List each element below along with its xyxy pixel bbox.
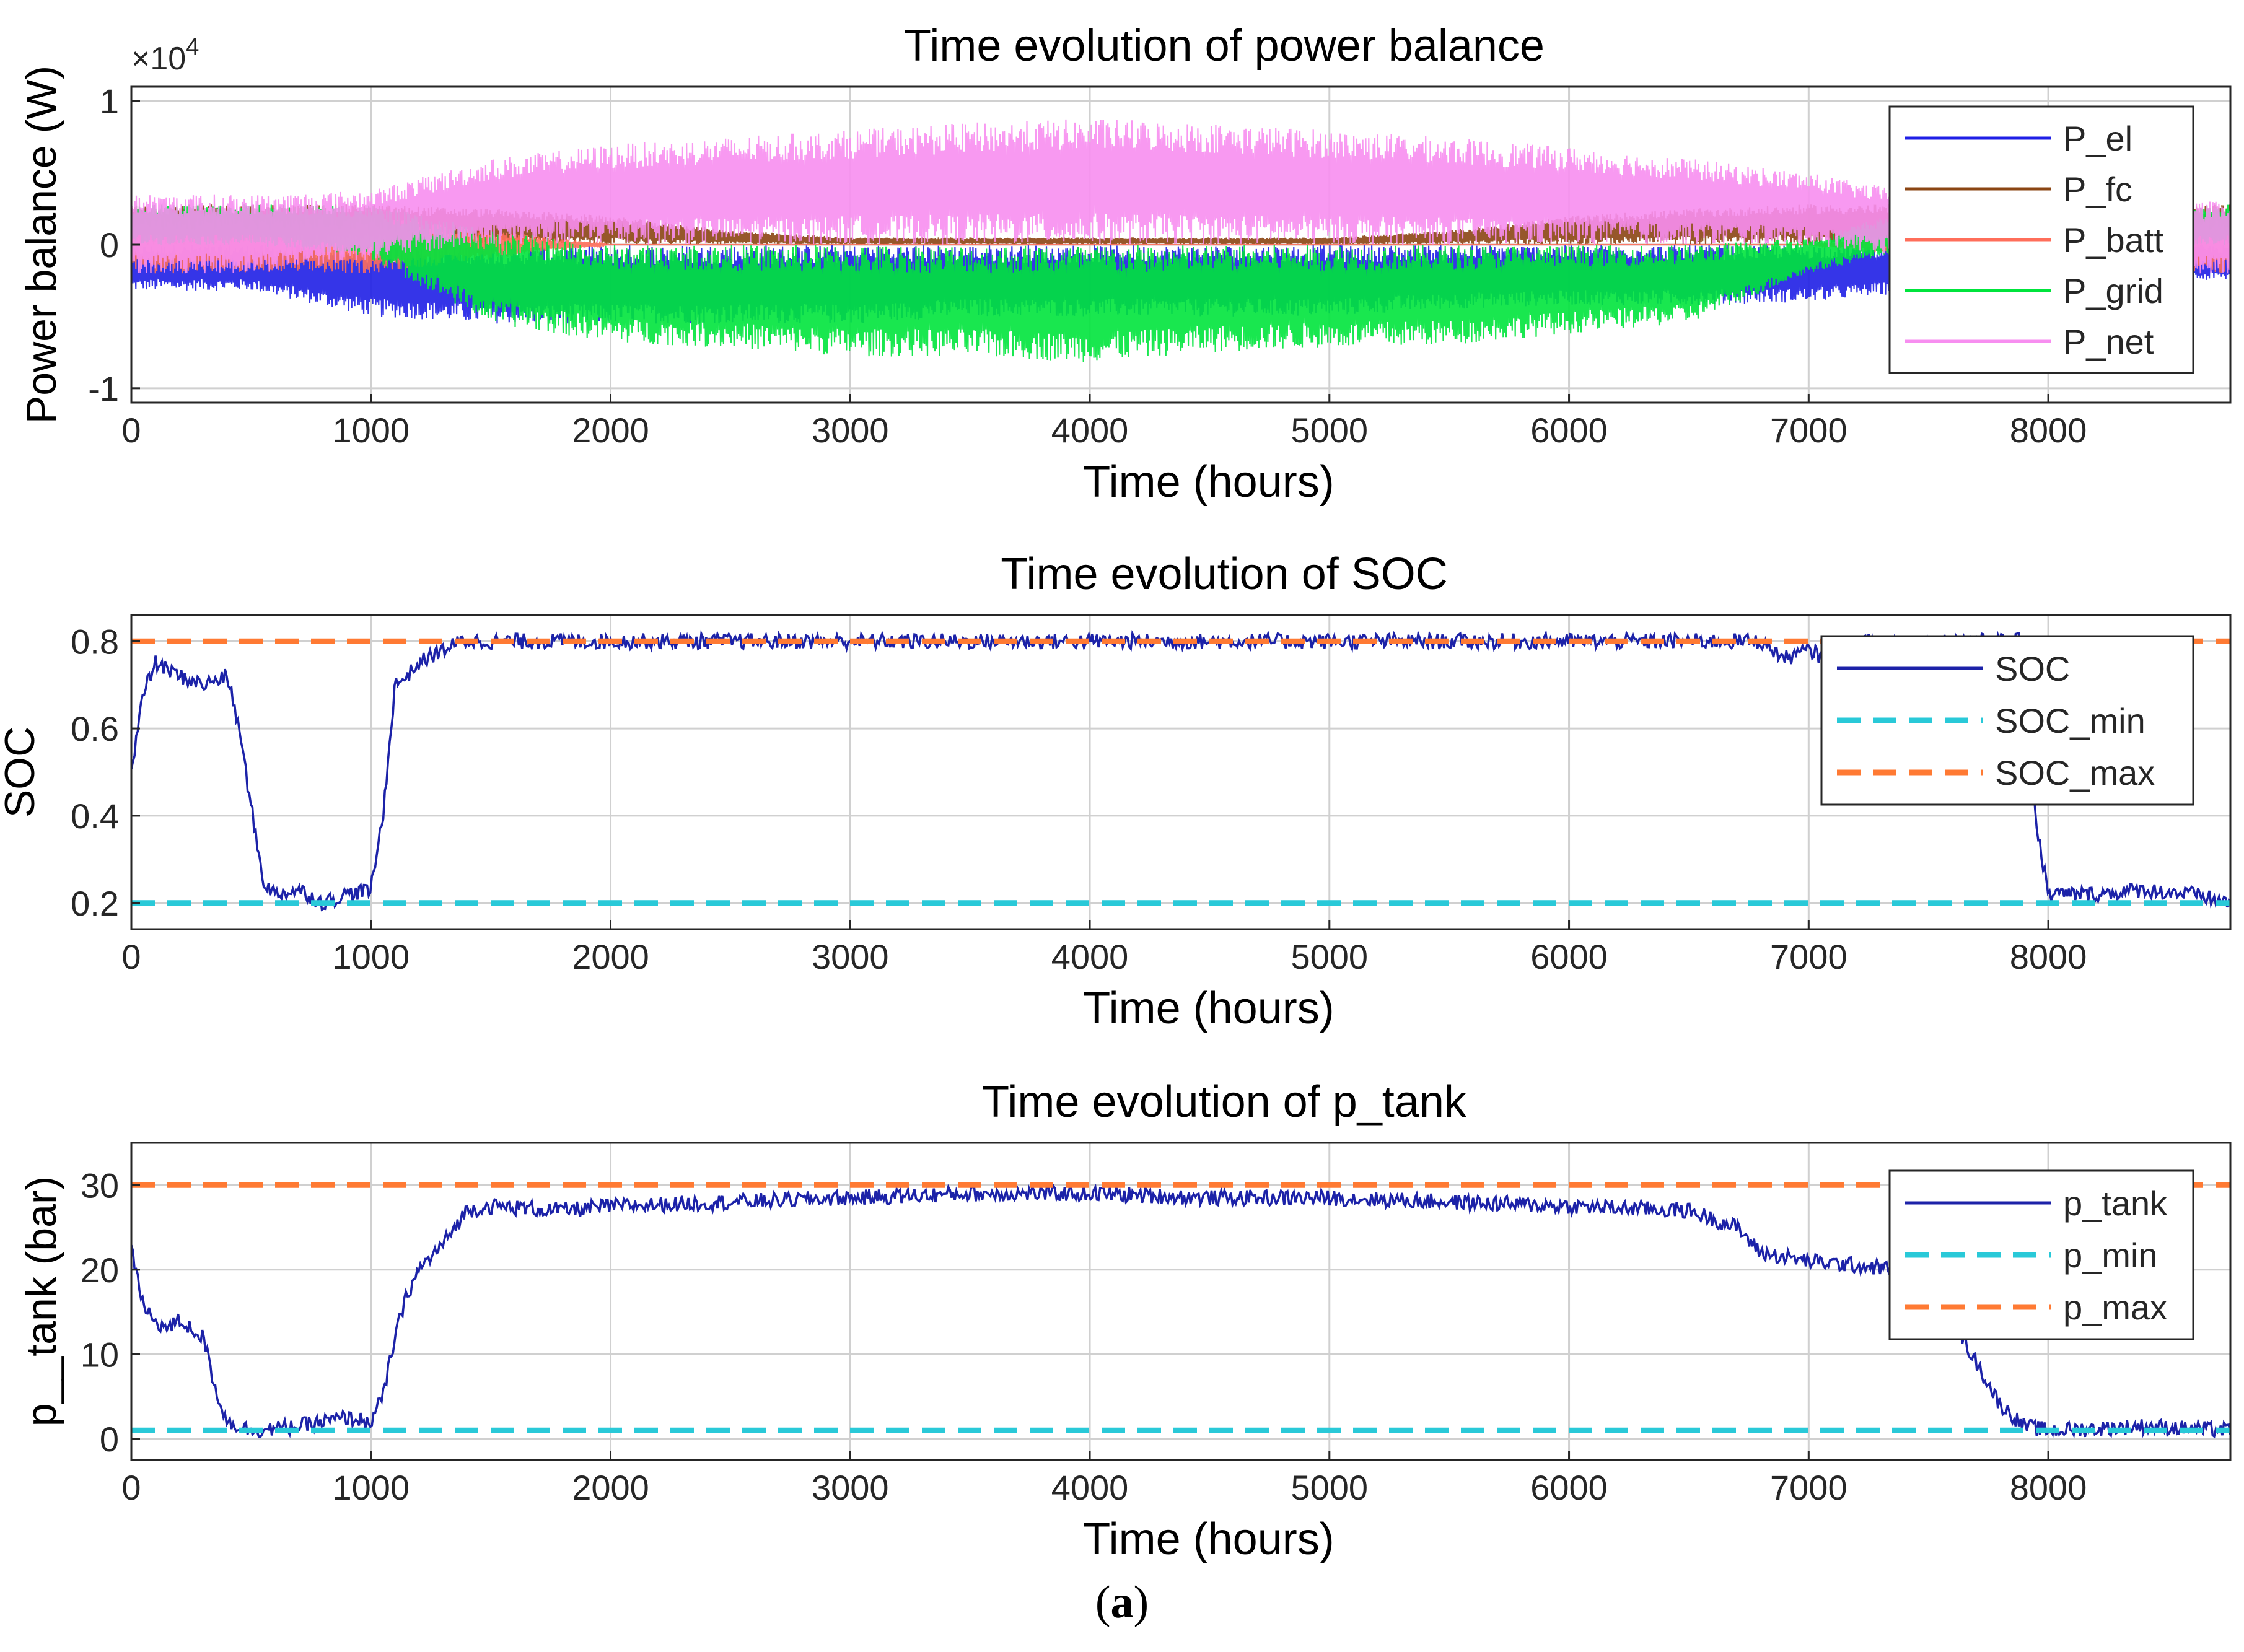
- series-line-p_tank: [131, 1183, 2230, 1439]
- y-tick-label: -1: [88, 369, 119, 408]
- x-tick-label: 6000: [1530, 411, 1608, 450]
- y-tick-label: 0.8: [71, 622, 119, 661]
- x-tick-label: 7000: [1770, 1468, 1847, 1507]
- x-tick-label: 2000: [572, 411, 649, 450]
- legend-label-SOC_min: SOC_min: [1995, 701, 2145, 740]
- x-tick-label: 0: [121, 937, 141, 976]
- y-tick-label: 0: [100, 1420, 119, 1459]
- y-axis-label: SOC: [0, 727, 43, 818]
- x-tick-label: 2000: [572, 937, 649, 976]
- x-tick-label: 6000: [1530, 1468, 1608, 1507]
- legend-label-P_net: P_net: [2063, 322, 2154, 361]
- chart-1: 0 1000 2000 3000 4000 5000 6000 7000 8000-101Tim…: [18, 21, 2232, 507]
- legend-label-p_tank: p_tank: [2063, 1184, 2168, 1223]
- x-tick-label: 8000: [2010, 411, 2087, 450]
- y-tick-label: 1: [100, 82, 119, 121]
- chart-title: Time evolution of power balance: [904, 21, 1545, 71]
- plot-series: [131, 1182, 2230, 1439]
- x-axis-label: Time (hours): [1083, 984, 1334, 1033]
- x-tick-label: 0: [121, 411, 141, 450]
- chart-2: 0 1000 2000 3000 4000 5000 6000 7000 8000 0.2 0.4 0…: [0, 549, 2232, 1033]
- x-tick-label: 1000: [332, 411, 410, 450]
- chart-title: Time evolution of p_tank: [982, 1077, 1467, 1127]
- legend-label-p_max: p_max: [2063, 1288, 2167, 1327]
- axis-exponent-power: 4: [186, 34, 199, 60]
- y-tick-label: 0.6: [71, 709, 119, 748]
- x-tick-label: 6000: [1530, 937, 1608, 976]
- x-axis-label: Time (hours): [1083, 457, 1334, 507]
- x-axis-label: Time (hours): [1083, 1514, 1334, 1564]
- x-tick-label: 4000: [1051, 1468, 1129, 1507]
- y-tick-label: 0.4: [71, 797, 119, 836]
- x-tick-label: 1000: [332, 1468, 410, 1507]
- legend-label-P_fc: P_fc: [2063, 170, 2132, 209]
- x-tick-label: 4000: [1051, 411, 1129, 450]
- legend-box: [1888, 1169, 2194, 1340]
- legend-label-SOC: SOC: [1995, 649, 2070, 688]
- legend-label-P_batt: P_batt: [2063, 221, 2163, 260]
- y-tick-label: 30: [81, 1166, 119, 1205]
- legend-label-P_grid: P_grid: [2063, 271, 2163, 310]
- y-tick-label: 20: [81, 1251, 119, 1290]
- x-tick-label: 5000: [1291, 1468, 1369, 1507]
- x-tick-label: 0: [121, 1468, 141, 1507]
- figure-caption: (a): [1095, 1577, 1149, 1628]
- x-tick-label: 2000: [572, 1468, 649, 1507]
- y-tick-label: 0.2: [71, 884, 119, 923]
- x-tick-label: 1000: [332, 937, 410, 976]
- plot-frame: [130, 1142, 2232, 1461]
- legend-label-p_min: p_min: [2063, 1236, 2158, 1275]
- plot-frame: [130, 614, 2232, 930]
- chart-3: 0 1000 2000 3000 4000 5000 6000 7000 8000 0 10 20 30…: [18, 1077, 2232, 1564]
- chart-title: Time evolution of SOC: [1001, 549, 1448, 599]
- y-axis-label: Power balance (W): [18, 66, 65, 424]
- axis-exponent: ×104: [131, 34, 199, 77]
- axis-exponent-base: ×10: [131, 41, 186, 77]
- x-tick-label: 7000: [1770, 937, 1847, 976]
- series-line-P_net: [131, 119, 2230, 274]
- y-axis-label: p__tank (bar): [18, 1176, 65, 1427]
- x-tick-label: 3000: [812, 1468, 889, 1507]
- legend-label-SOC_max: SOC_max: [1995, 753, 2155, 792]
- y-tick-label: 0: [100, 225, 119, 264]
- x-tick-label: 5000: [1291, 937, 1369, 976]
- y-tick-label: 10: [81, 1335, 119, 1374]
- legend-label-P_el: P_el: [2063, 119, 2132, 158]
- x-tick-label: 7000: [1770, 411, 1847, 450]
- x-tick-label: 5000: [1291, 411, 1369, 450]
- x-tick-label: 3000: [812, 937, 889, 976]
- x-tick-label: 4000: [1051, 937, 1129, 976]
- x-tick-label: 8000: [2010, 1468, 2087, 1507]
- x-tick-label: 3000: [812, 411, 889, 450]
- plot-series: [131, 119, 2230, 362]
- x-tick-label: 8000: [2010, 937, 2087, 976]
